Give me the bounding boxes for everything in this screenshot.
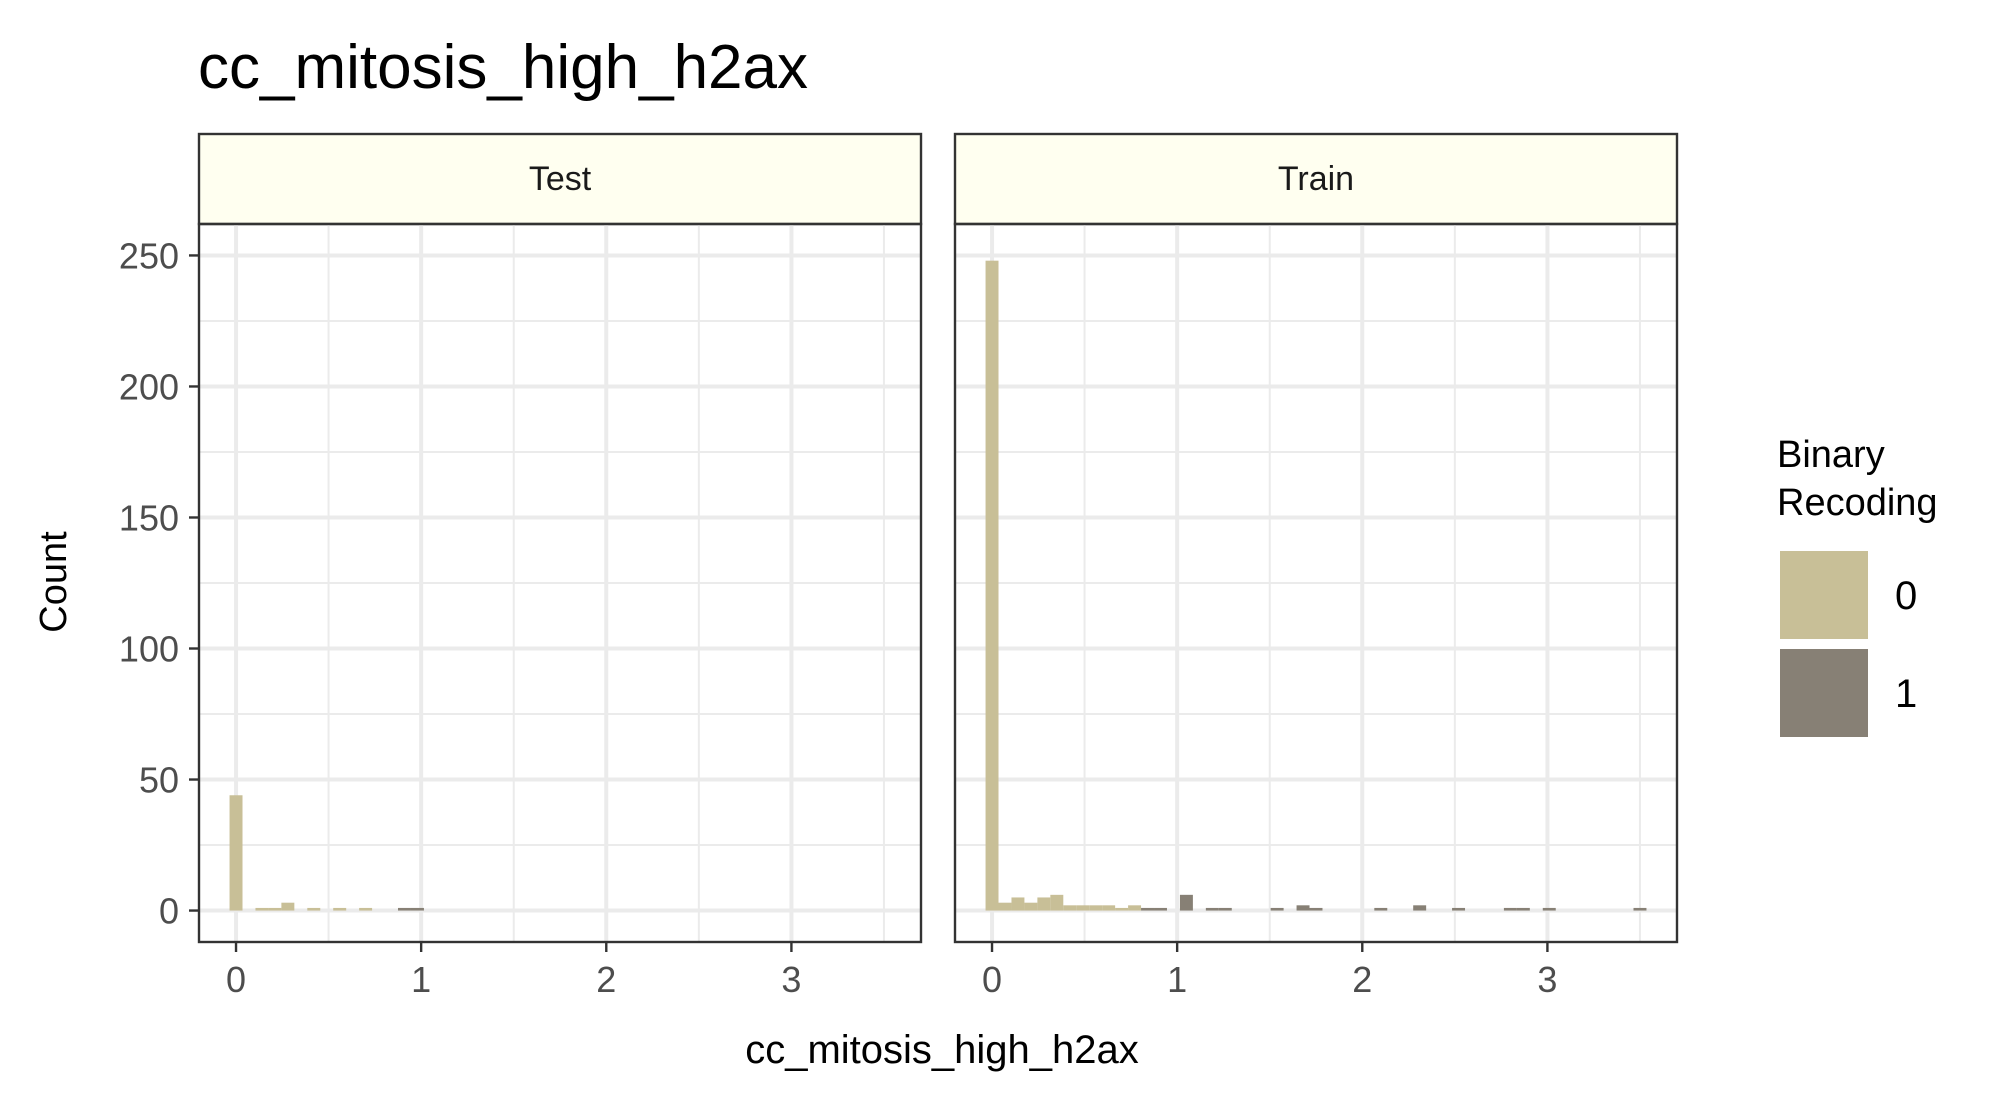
legend-title: Binary	[1777, 434, 1885, 476]
histogram-bar	[1374, 907, 1388, 911]
histogram-bar	[1011, 897, 1025, 911]
histogram-bar	[1413, 905, 1427, 911]
y-tick-label: 250	[119, 235, 179, 276]
y-tick-label: 200	[119, 366, 179, 407]
histogram-bar	[1024, 902, 1038, 911]
facet-panels: Test 0 1 2 3 0 50 100 150 200 250 Train 0 1 2 3	[119, 132, 1679, 1000]
bars	[985, 260, 1647, 911]
histogram-bar	[1633, 907, 1647, 911]
histogram-bar	[1205, 907, 1219, 911]
x-axis-label: cc_mitosis_high_h2ax	[745, 1028, 1139, 1072]
panel-border	[953, 222, 1679, 944]
x-axis: 0 1 2 3	[226, 942, 801, 1000]
legend-entry-label: 0	[1895, 574, 1917, 618]
histogram-bar	[1154, 907, 1167, 911]
x-tick-label: 1	[411, 959, 431, 1000]
histogram-bar	[1050, 894, 1064, 911]
histogram-bar	[1102, 905, 1116, 911]
histogram-bar	[1179, 894, 1193, 911]
x-tick-label: 0	[982, 959, 1002, 1000]
y-tick-label: 0	[159, 891, 179, 932]
legend-title: Recoding	[1777, 482, 1938, 524]
x-axis: 0 1 2 3	[982, 942, 1557, 1000]
y-axis-label: Count	[33, 531, 75, 633]
x-tick-label: 0	[226, 959, 246, 1000]
histogram-bar	[1309, 907, 1323, 911]
chart-title: cc_mitosis_high_h2ax	[198, 33, 808, 102]
y-tick-label: 150	[119, 497, 179, 538]
histogram-bar	[1296, 905, 1310, 911]
panel-test: Test 0 1 2 3 0 50 100 150 200 250	[119, 132, 923, 1000]
histogram-bar	[333, 907, 347, 911]
histogram-bar	[1141, 907, 1155, 911]
x-tick-label: 2	[596, 959, 616, 1000]
histogram-bar	[1115, 907, 1129, 911]
histogram-bar	[1076, 905, 1090, 911]
histogram-bar	[985, 260, 999, 911]
y-tick-label: 50	[139, 760, 179, 801]
histogram-bar	[281, 902, 295, 911]
grid	[199, 224, 921, 942]
histogram-bar	[1452, 907, 1466, 911]
histogram-bar	[307, 907, 321, 911]
legend-entry-label: 1	[1895, 672, 1917, 716]
legend-swatch	[1780, 551, 1868, 639]
facet-strip	[197, 132, 923, 226]
legend: Binary Recoding 0 1	[1777, 434, 1938, 737]
histogram-bar	[410, 907, 424, 911]
facet-strip-label: Train	[1278, 160, 1354, 198]
histogram-bar	[398, 907, 411, 911]
y-tick-label: 100	[119, 629, 179, 670]
histogram-bar	[255, 907, 269, 911]
histogram-bar	[1516, 907, 1530, 911]
histogram-bar	[1503, 907, 1517, 911]
x-tick-label: 1	[1167, 959, 1187, 1000]
histogram-bar	[1218, 907, 1232, 911]
histogram-bar	[1128, 905, 1142, 911]
x-tick-label: 3	[781, 959, 801, 1000]
x-tick-label: 2	[1352, 959, 1372, 1000]
panel-border	[197, 222, 923, 944]
histogram-bar	[998, 902, 1012, 911]
histogram-bar	[1089, 905, 1103, 911]
histogram-bar	[229, 795, 243, 911]
panel-train: Train 0 1 2 3	[953, 132, 1679, 1000]
legend-swatch	[1780, 649, 1868, 737]
facet-strip-label: Test	[529, 160, 592, 198]
histogram-bar	[268, 907, 282, 911]
histogram-bar	[359, 907, 373, 911]
grid	[955, 224, 1677, 942]
x-tick-label: 3	[1537, 959, 1557, 1000]
histogram-bar	[1270, 907, 1284, 911]
y-axis: 0 50 100 150 200 250	[119, 235, 199, 932]
bars	[229, 795, 424, 911]
histogram-bar	[1542, 907, 1556, 911]
histogram-bar	[1063, 905, 1077, 911]
histogram-bar	[1037, 897, 1051, 911]
